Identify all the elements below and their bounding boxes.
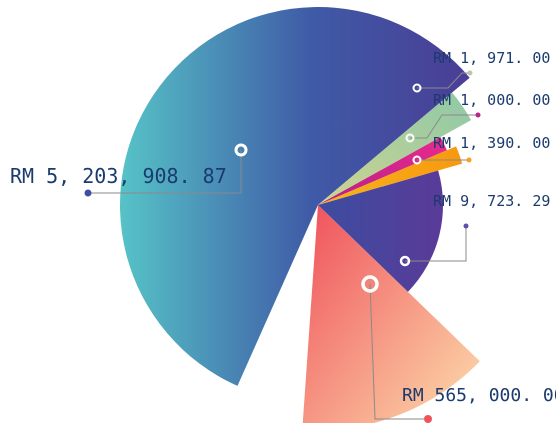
label-anchor-dot-0 bbox=[84, 189, 92, 197]
pie-slice-2 bbox=[318, 137, 447, 205]
slice-label-4: RM 9, 723. 29 bbox=[433, 192, 550, 210]
leader-line-5 bbox=[369, 283, 428, 420]
pie-slice-4 bbox=[318, 170, 444, 292]
pie-slice-3 bbox=[318, 146, 463, 205]
slice-label-1: RM 1, 971. 00 bbox=[433, 49, 550, 67]
slice-label-2: RM 1, 000. 00 bbox=[433, 91, 550, 109]
pie-slice-0 bbox=[119, 6, 470, 386]
pie-slices bbox=[119, 6, 480, 423]
leader-line-4 bbox=[405, 226, 467, 262]
label-anchor-dot-4 bbox=[463, 223, 469, 229]
slice-label-0: RM 5, 203, 908. 87 bbox=[10, 164, 227, 188]
slice-marker-ring-2 bbox=[405, 133, 415, 143]
slice-label-5: RM 565, 000. 00 bbox=[402, 385, 556, 406]
label-anchor-dot-5 bbox=[424, 415, 432, 423]
slice-marker-ring-4 bbox=[399, 255, 411, 267]
slice-marker-ring-5 bbox=[361, 275, 379, 293]
slice-label-3: RM 1, 390. 00 bbox=[433, 134, 550, 152]
label-anchor-dot-1 bbox=[467, 70, 473, 76]
label-anchor-dot-3 bbox=[466, 157, 472, 163]
leader-lines bbox=[84, 70, 481, 423]
leader-line-1 bbox=[417, 72, 470, 89]
leader-line-0 bbox=[88, 150, 242, 194]
slice-marker-ring-0 bbox=[234, 143, 248, 157]
label-anchor-dot-2 bbox=[475, 112, 481, 118]
pie-slice-5 bbox=[302, 205, 480, 423]
slice-labels: RM 5, 203, 908. 87 RM 1, 971. 00 RM 1, 000… bbox=[10, 49, 556, 406]
slice-marker-ring-1 bbox=[412, 83, 422, 93]
leader-line-2 bbox=[410, 114, 478, 139]
pie-slice-1 bbox=[318, 92, 472, 205]
slice-marker-ring-3 bbox=[412, 155, 422, 165]
